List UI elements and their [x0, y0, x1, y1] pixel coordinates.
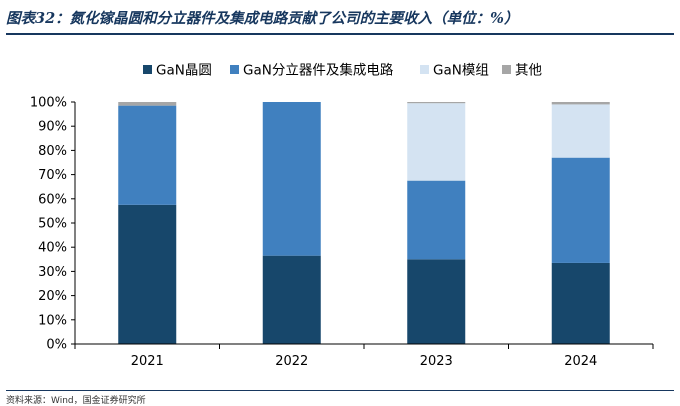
- bar-segment: [407, 102, 466, 104]
- legend-swatch: [502, 65, 511, 74]
- y-tick-label: 90%: [38, 120, 67, 135]
- bar-segment: [551, 157, 610, 263]
- y-axis: 0% 10% 20% 30% 40% 50% 60% 70% 80% 90% 100%: [30, 96, 76, 353]
- source-note: 资料来源：Wind，国金证券研究所: [6, 396, 146, 406]
- legend-label: 其他: [515, 63, 542, 79]
- bar-segment: [407, 259, 466, 344]
- legend-swatch: [420, 65, 429, 74]
- x-axis: 2021 2022 2023 2024: [74, 343, 654, 369]
- bar-segment: [551, 102, 610, 105]
- y-tick-label: 10%: [38, 313, 67, 328]
- y-tick-label: 50%: [38, 217, 67, 232]
- y-tick-label: 0%: [46, 338, 67, 353]
- x-tick-label: 2023: [420, 354, 453, 369]
- bar-segment: [551, 104, 610, 158]
- legend: GaN晶圆 GaN分立器件及集成电路 GaN模组 其他: [143, 63, 542, 79]
- y-tick-label: 30%: [38, 265, 67, 280]
- title-rule: [6, 33, 674, 35]
- stacked-bar-chart: GaN晶圆 GaN分立器件及集成电路 GaN模组 其他 0% 10% 20% 30% 40% 5…: [30, 63, 654, 369]
- legend-label: GaN模组: [433, 63, 489, 79]
- y-tick-label: 100%: [30, 96, 67, 111]
- y-tick-label: 70%: [38, 168, 67, 183]
- bar-segment: [407, 180, 466, 260]
- bar-segment: [118, 105, 177, 205]
- bar-segment: [262, 102, 321, 256]
- y-tick-label: 20%: [38, 289, 67, 304]
- y-tick-label: 40%: [38, 241, 67, 256]
- legend-label: GaN晶圆: [156, 63, 212, 79]
- y-tick-label: 60%: [38, 192, 67, 207]
- x-tick-label: 2022: [275, 354, 308, 369]
- x-tick-label: 2024: [564, 354, 597, 369]
- y-tick-label: 80%: [38, 144, 67, 159]
- bar-segment: [262, 255, 321, 344]
- legend-swatch: [143, 65, 152, 74]
- chart-title: 图表32：氮化镓晶圆和分立器件及集成电路贡献了公司的主要收入（单位：%）: [6, 10, 519, 27]
- x-tick-label: 2021: [131, 354, 164, 369]
- footer-rule: [6, 390, 674, 391]
- legend-label: GaN分立器件及集成电路: [243, 63, 394, 79]
- bar-segment: [407, 103, 466, 181]
- bars: [118, 102, 610, 344]
- bar-segment: [118, 204, 177, 344]
- bar-segment: [551, 262, 610, 344]
- bar-segment: [118, 102, 177, 106]
- legend-swatch: [230, 65, 239, 74]
